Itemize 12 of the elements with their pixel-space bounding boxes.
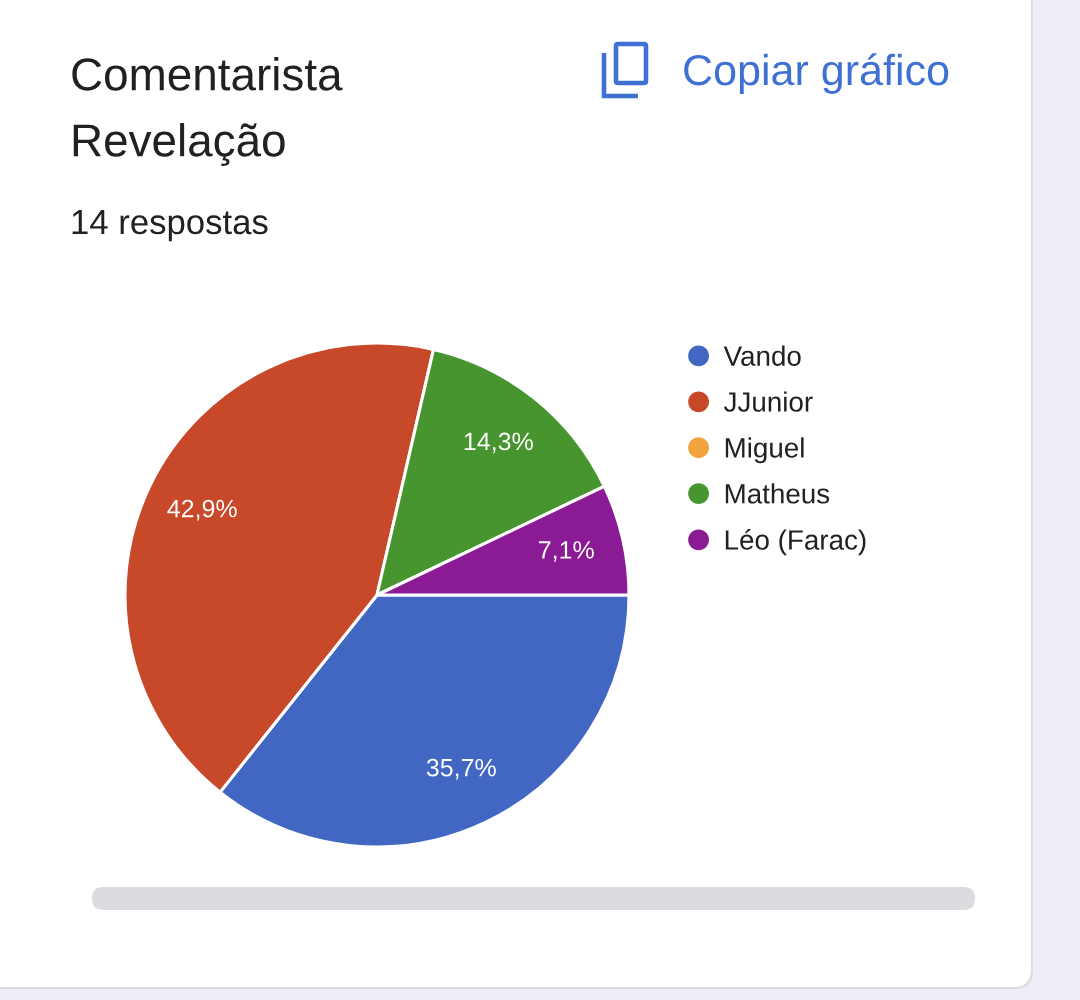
legend-label: Léo (Farac) (725, 529, 866, 556)
legend-label: Miguel (725, 437, 804, 464)
data-label: 35,7% (426, 758, 496, 780)
data-label: 7,1% (539, 541, 594, 562)
data-label: 14,3% (464, 432, 533, 454)
chart-title: Comentarista Revelação (72, 57, 343, 166)
text: Copiar gráfico (684, 53, 949, 94)
data-label: 42,9% (167, 499, 237, 521)
chart-subtitle: 14 respostas (72, 210, 268, 242)
legend-label: Matheus (725, 483, 830, 504)
legend-label: JJunior (724, 391, 813, 412)
legend-label: Vando (723, 345, 801, 366)
